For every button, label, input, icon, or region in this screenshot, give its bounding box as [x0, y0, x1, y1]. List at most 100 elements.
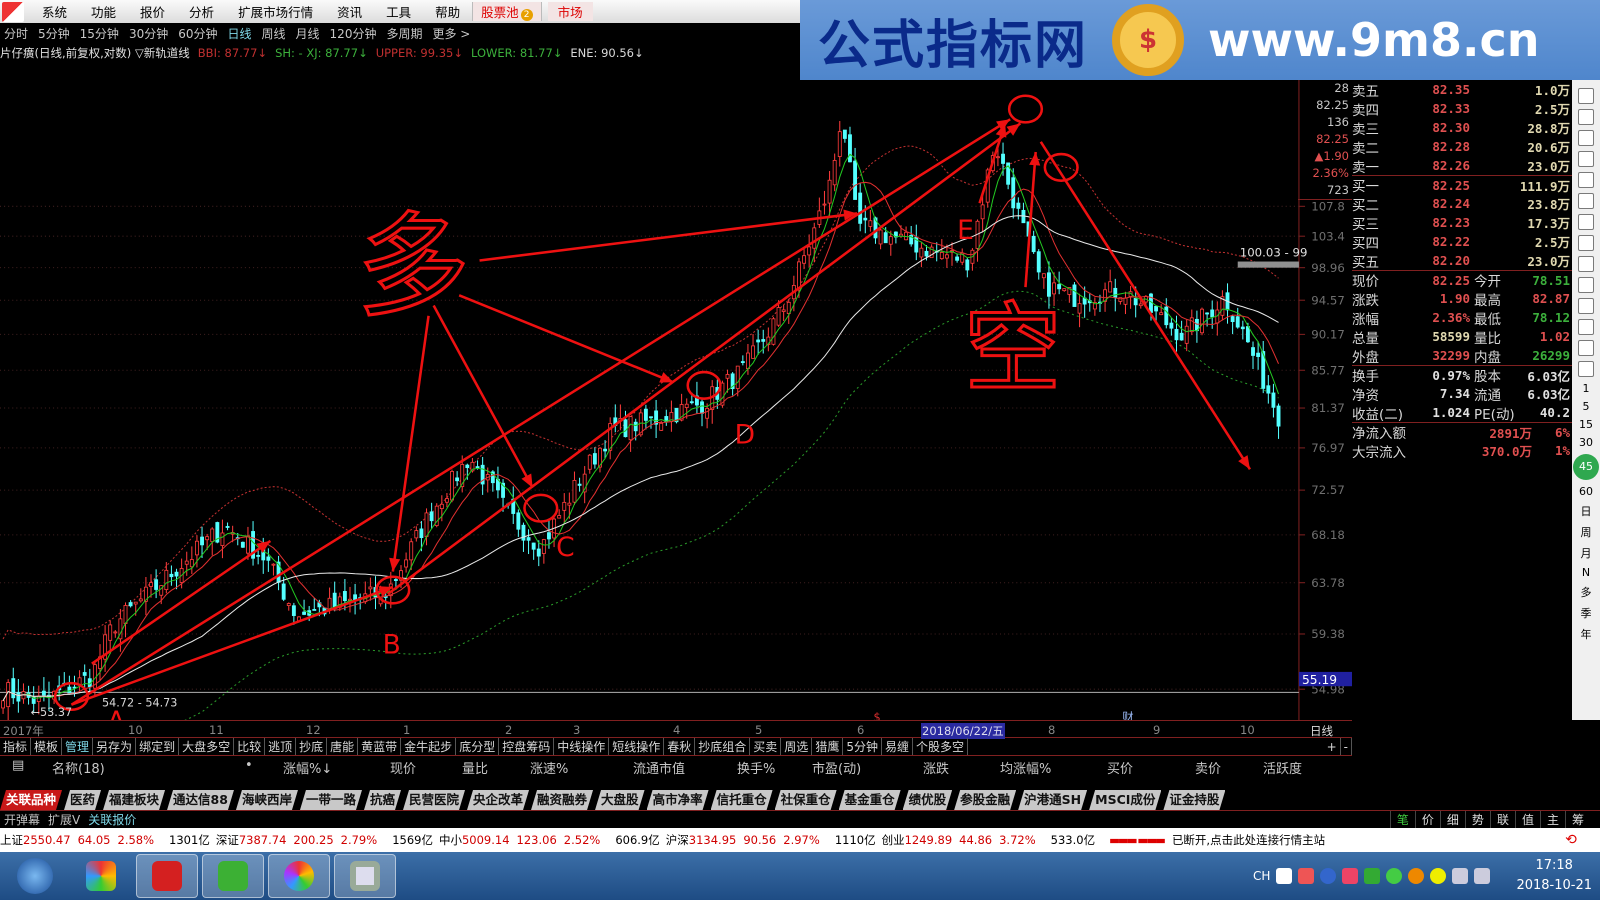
column-header[interactable]: 涨跌: [923, 762, 950, 777]
sector-tab[interactable]: 参股金融: [954, 790, 1016, 810]
period-tab[interactable]: 15分钟: [79, 26, 119, 41]
sidebar-period-button[interactable]: 日: [1580, 505, 1592, 518]
help-icon[interactable]: [1320, 868, 1337, 884]
period-tab[interactable]: 分时: [4, 26, 29, 41]
sidebar-tool-icon[interactable]: [1578, 88, 1594, 104]
menu-tools[interactable]: 工具: [386, 5, 412, 20]
sidebar-period-button[interactable]: 60: [1579, 485, 1593, 498]
volume-icon[interactable]: [1474, 868, 1491, 884]
taskbar-app-1[interactable]: [70, 854, 132, 898]
period-tab[interactable]: 60分钟: [178, 26, 218, 41]
taskbar-app-browser[interactable]: [268, 854, 330, 898]
indicator-tool-tab[interactable]: 管理: [62, 738, 94, 755]
danmu-button[interactable]: 开弹幕: [4, 813, 41, 827]
detail-tab[interactable]: 主: [1539, 811, 1565, 828]
menu-news[interactable]: 资讯: [337, 5, 363, 20]
sector-tab[interactable]: 关联品种: [0, 790, 62, 810]
extend-button[interactable]: 扩展V: [48, 813, 81, 827]
sector-tab[interactable]: 沪港通SH: [1018, 790, 1087, 810]
sidebar-tool-icon[interactable]: [1578, 151, 1594, 167]
sidebar-tool-icon[interactable]: [1578, 361, 1594, 377]
sidebar-tool-icon[interactable]: [1578, 277, 1594, 293]
sector-tab[interactable]: 绩优股: [903, 790, 953, 810]
column-header[interactable]: 涨速%: [530, 762, 569, 777]
candlestick-chart[interactable]: A B C D E 多空 107.8 103.4 98.96 94.57 90.17 85.77 81…: [0, 63, 1352, 720]
indicator-tool-tab[interactable]: 金牛起步: [401, 738, 457, 755]
tray-icon[interactable]: [1342, 868, 1359, 884]
detail-tab[interactable]: 筹: [1564, 811, 1590, 828]
sector-tab[interactable]: 福建板块: [103, 790, 165, 810]
sidebar-period-button[interactable]: 周: [1580, 526, 1592, 539]
period-tab[interactable]: 5分钟: [38, 26, 70, 41]
sidebar-tool-icon[interactable]: [1578, 340, 1594, 356]
indicator-tool-tab[interactable]: 抄底组合: [695, 738, 751, 755]
tray-icon[interactable]: [1408, 868, 1425, 884]
indicator-tool-tab[interactable]: 逃顶: [265, 738, 297, 755]
sector-tab[interactable]: 抗癌: [364, 790, 401, 810]
period-tab[interactable]: 30分钟: [128, 26, 169, 41]
detail-tab[interactable]: 笔: [1389, 811, 1415, 828]
indicator-tool-tab[interactable]: 模板: [31, 738, 63, 755]
sector-tab[interactable]: 通达信88: [167, 790, 234, 810]
indicator-tool-tab[interactable]: 短线操作: [609, 738, 665, 755]
sector-tab[interactable]: MSCI成份: [1089, 790, 1161, 810]
sidebar-period-button[interactable]: 15: [1579, 418, 1593, 431]
sidebar-tool-icon[interactable]: [1578, 256, 1594, 272]
indicator-tool-tab[interactable]: 控盘筹码: [499, 738, 555, 755]
sidebar-tool-icon[interactable]: [1578, 298, 1594, 314]
tray-icon[interactable]: [1276, 868, 1293, 884]
sidebar-tool-icon[interactable]: [1578, 109, 1594, 125]
taskbar-app-stock[interactable]: [136, 854, 198, 898]
menu-quote[interactable]: 报价: [140, 5, 166, 20]
column-header[interactable]: 均涨幅%: [1000, 762, 1052, 777]
reconnect-icon[interactable]: ⟲: [1565, 832, 1577, 848]
indicator-tool-tab[interactable]: 大盘多空: [179, 738, 235, 755]
index-item[interactable]: 创业1249.89 44.86 3.72% 533.0亿: [882, 832, 1101, 848]
sidebar-period-button[interactable]: 5: [1582, 400, 1590, 413]
menu-help[interactable]: 帮助: [435, 5, 461, 20]
column-header[interactable]: •: [245, 758, 253, 773]
indicator-tool-tab[interactable]: 指标: [0, 738, 32, 755]
sidebar-period-button[interactable]: 30: [1579, 436, 1593, 449]
indicator-tool-tab[interactable]: 中线操作: [554, 738, 610, 755]
column-header[interactable]: 买价: [1107, 762, 1134, 777]
chart-title[interactable]: 片仔癀(日线,前复权,对数) ▽新轨道线: [0, 46, 190, 60]
tray-icon[interactable]: [1430, 868, 1447, 884]
indicator-tool-tab[interactable]: 黄蓝带: [358, 738, 402, 755]
index-item[interactable]: 深证7387.74 200.25 2.79% 1569亿: [216, 832, 439, 848]
sidebar-period-button[interactable]: 1: [1582, 382, 1590, 395]
indicator-tool-tab[interactable]: 春秋: [664, 738, 696, 755]
indicator-tool-tab[interactable]: 绑定到: [136, 738, 180, 755]
menu-extended-market[interactable]: 扩展市场行情: [238, 5, 314, 20]
period-tab[interactable]: 120分钟: [329, 26, 377, 41]
sector-tab[interactable]: 证金持股: [1163, 790, 1225, 810]
stock-pool-button[interactable]: 股票池 2: [472, 2, 542, 21]
sector-tab[interactable]: 央企改革: [467, 790, 529, 810]
menu-analysis[interactable]: 分析: [189, 5, 215, 20]
connection-status[interactable]: 已断开,点击此处连接行情主站: [1171, 833, 1326, 847]
sector-tab[interactable]: 海峡西岸: [236, 790, 298, 810]
shield-icon[interactable]: [1364, 868, 1381, 884]
indicator-tool-tab[interactable]: 唐能: [327, 738, 359, 755]
indicator-tool-tab[interactable]: 买卖: [750, 738, 782, 755]
sector-tab[interactable]: 医药: [64, 790, 101, 810]
sidebar-period-button[interactable]: 年: [1580, 628, 1592, 641]
sidebar-period-button[interactable]: 多: [1580, 586, 1592, 599]
indicator-tool-tab[interactable]: 底分型: [456, 738, 500, 755]
wechat-tray-icon[interactable]: [1386, 868, 1403, 884]
list-menu-icon[interactable]: ▤: [12, 758, 25, 773]
sector-tab[interactable]: 基金重仓: [839, 790, 901, 810]
period-tab[interactable]: 日线: [227, 26, 252, 41]
menu-system[interactable]: 系统: [42, 5, 68, 20]
indicator-tool-tab[interactable]: 比较: [234, 738, 266, 755]
sector-tab[interactable]: 高市净率: [647, 790, 709, 810]
indicator-tool-tab[interactable]: 猎鹰: [812, 738, 844, 755]
sector-tab[interactable]: 融资融券: [531, 790, 593, 810]
indicator-tool-tab[interactable]: 另存为: [93, 738, 137, 755]
column-header[interactable]: 流通市值: [633, 762, 686, 777]
input-language[interactable]: CH: [1253, 869, 1271, 883]
indicator-tool-tab[interactable]: 易缠: [882, 738, 913, 755]
market-button[interactable]: 市场: [547, 2, 593, 21]
period-tab[interactable]: 多周期: [386, 26, 423, 41]
sidebar-tool-icon[interactable]: [1578, 214, 1594, 230]
